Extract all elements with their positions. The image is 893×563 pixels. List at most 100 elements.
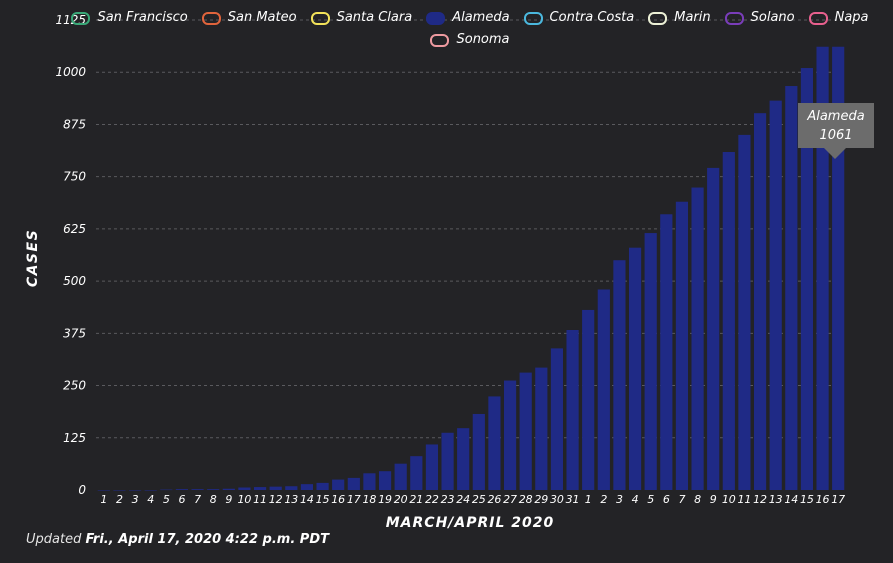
bar[interactable]	[457, 428, 470, 490]
bar[interactable]	[769, 100, 782, 491]
bar[interactable]	[675, 201, 689, 490]
x-tick-label: 11	[737, 493, 751, 506]
x-axis-label: MARCH/APRIL 2020	[386, 515, 555, 531]
bar[interactable]	[550, 348, 564, 490]
x-tick-label: 6	[663, 493, 670, 506]
legend-label: Contra Costa	[549, 10, 635, 25]
bar[interactable]	[160, 489, 173, 491]
bar[interactable]	[207, 489, 220, 490]
x-tick-label: 24	[456, 493, 470, 506]
bar[interactable]	[316, 482, 329, 490]
x-tick-label: 2	[600, 493, 607, 506]
x-tick-label: 30	[550, 493, 564, 506]
legend-swatch	[426, 11, 446, 25]
legend-item[interactable]: Santa Clara	[310, 8, 413, 28]
bar[interactable]	[707, 167, 720, 491]
legend-swatch	[523, 11, 543, 25]
y-tick-label: 125	[63, 431, 86, 445]
legend-item[interactable]: Marin	[648, 8, 711, 28]
bar[interactable]	[144, 490, 157, 491]
bar[interactable]	[425, 444, 439, 490]
legend-item[interactable]: Alameda	[426, 8, 510, 28]
bar[interactable]	[394, 463, 407, 490]
legend-item[interactable]: Sonoma	[430, 30, 510, 50]
bar[interactable]	[691, 187, 704, 491]
legend-swatch	[724, 11, 744, 25]
bar[interactable]	[347, 477, 360, 490]
updated-footer: Updated Fri., April 17, 2020 4:22 p.m. P…	[26, 532, 329, 547]
bar[interactable]	[269, 486, 282, 490]
x-tick-label: 5	[647, 493, 654, 506]
legend-label: San Mateo	[227, 10, 297, 25]
bar[interactable]	[97, 490, 110, 491]
legend-label: Sonoma	[456, 32, 510, 47]
bar[interactable]	[660, 214, 673, 490]
x-tick-label: 19	[378, 493, 392, 506]
bar[interactable]	[519, 372, 532, 490]
legend-label: Marin	[674, 10, 711, 25]
bar[interactable]	[253, 487, 267, 490]
bar[interactable]	[535, 367, 548, 490]
bar[interactable]	[503, 380, 517, 490]
y-tick-label: 500	[63, 274, 86, 288]
y-tick-label: 750	[63, 170, 86, 184]
legend-item[interactable]: Contra Costa	[523, 8, 635, 28]
x-tick-label: 18	[362, 493, 376, 506]
bar[interactable]	[800, 68, 814, 491]
bar[interactable]	[410, 456, 423, 490]
bar[interactable]	[191, 489, 204, 490]
bar[interactable]	[628, 247, 642, 490]
bar[interactable]	[753, 113, 767, 491]
bar[interactable]	[332, 479, 345, 490]
bar[interactable]	[738, 134, 751, 490]
bar[interactable]	[613, 260, 626, 490]
bar[interactable]	[722, 152, 735, 491]
legend-label: Santa Clara	[336, 10, 413, 25]
legend-swatch	[71, 11, 91, 25]
gridlines	[96, 19, 846, 439]
y-tick-label: 375	[63, 326, 86, 340]
legend-item[interactable]: San Mateo	[201, 8, 297, 28]
x-tick-label: 26	[487, 493, 501, 506]
bar[interactable]	[597, 289, 610, 490]
x-tick-label: 16	[331, 493, 345, 506]
bar[interactable]	[285, 486, 298, 490]
legend-swatch	[648, 11, 668, 25]
legend-item[interactable]: San Francisco	[71, 8, 188, 28]
bar[interactable]	[238, 487, 251, 490]
x-tick-label: 28	[519, 493, 533, 506]
y-tick-label: 0	[78, 483, 86, 497]
bar[interactable]	[785, 86, 798, 491]
bar[interactable]	[128, 490, 142, 491]
x-tick-label: 27	[503, 493, 517, 506]
x-tick-label: 12	[753, 493, 767, 506]
bar[interactable]	[300, 484, 314, 490]
x-tick-label: 22	[425, 493, 439, 506]
y-tick-label: 875	[63, 117, 86, 131]
x-tick-label: 8	[694, 493, 701, 506]
legend-label: Napa	[834, 10, 869, 25]
x-tick-label: 3	[132, 493, 139, 506]
x-tick-label: 12	[269, 493, 283, 506]
updated-date: Fri., April 17, 2020 4:22 p.m. PDT	[85, 532, 329, 547]
bar[interactable]	[488, 396, 501, 490]
legend-item[interactable]: Napa	[808, 8, 869, 28]
bar[interactable]	[175, 489, 189, 490]
y-axis-label: CASES	[25, 229, 41, 287]
bar[interactable]	[582, 309, 595, 490]
bar[interactable]	[113, 490, 126, 491]
x-tick-label: 7	[678, 493, 685, 506]
bar[interactable]	[378, 471, 392, 490]
x-tick-label: 1	[585, 493, 592, 506]
x-tick-label: 31	[566, 493, 580, 506]
bar[interactable]	[441, 432, 454, 490]
bar[interactable]	[644, 233, 657, 491]
bars	[97, 46, 845, 491]
bar[interactable]	[472, 413, 485, 490]
bar[interactable]	[222, 488, 235, 490]
bar[interactable]	[566, 329, 579, 490]
legend-item[interactable]: Solano	[724, 8, 795, 28]
bar[interactable]	[363, 473, 376, 490]
